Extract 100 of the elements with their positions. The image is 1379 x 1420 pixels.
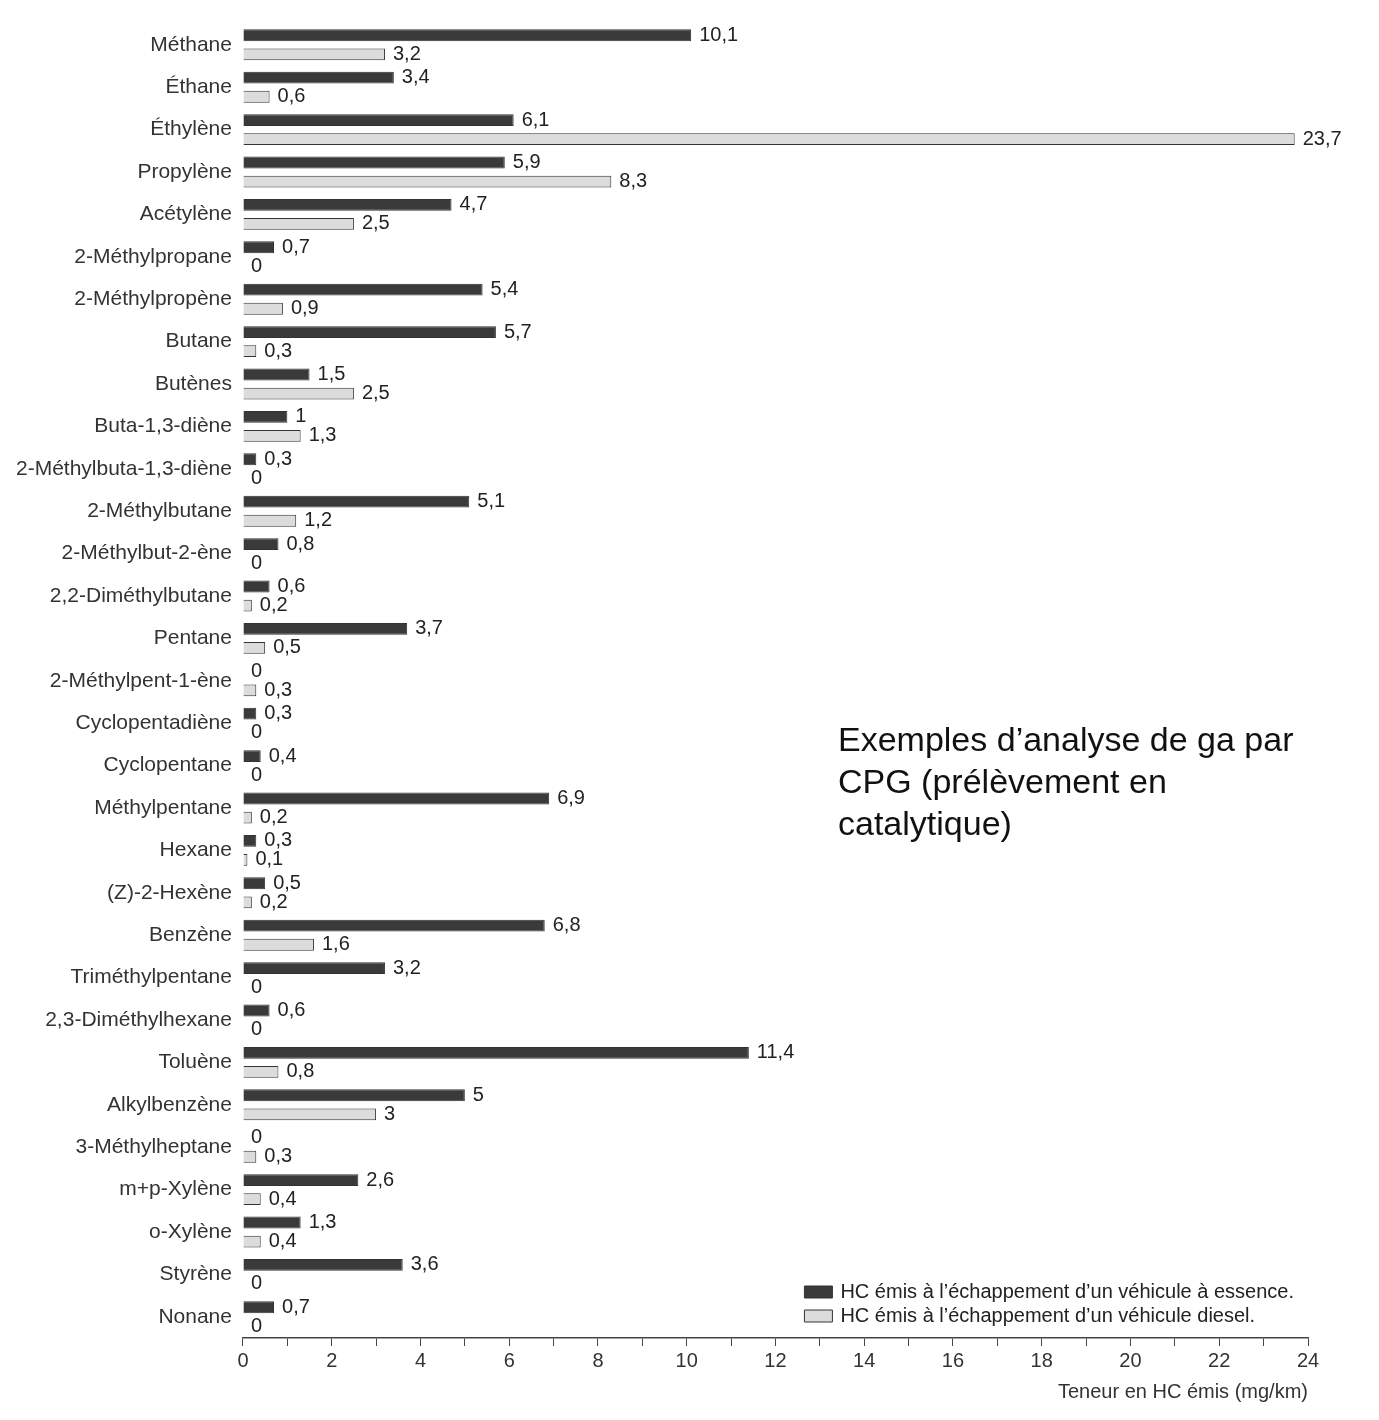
data-label: 0,3 bbox=[264, 1144, 293, 1167]
y-tick-label: Éthane bbox=[165, 74, 232, 97]
data-label: 2,5 bbox=[361, 211, 390, 234]
annotation: Exemples d’analyse de ga par CPG (prélèvement en catalytique) bbox=[838, 719, 1295, 844]
data-label: 6,1 bbox=[521, 107, 550, 130]
data-label: 0,2 bbox=[259, 593, 288, 616]
x-tick-label: 6 bbox=[503, 1348, 515, 1371]
x-tick-label: 8 bbox=[592, 1348, 604, 1371]
data-label: 0 bbox=[250, 1313, 263, 1336]
data-label: 0,3 bbox=[264, 828, 293, 851]
x-tick-label: 24 bbox=[1296, 1348, 1320, 1371]
data-label: 0,6 bbox=[277, 84, 306, 107]
data-label: 1,2 bbox=[304, 508, 333, 531]
data-label: 0,4 bbox=[268, 1186, 297, 1209]
data-label: 4,7 bbox=[459, 192, 488, 215]
legend-label: HC émis à l’échappement d’un véhicule diesel. bbox=[840, 1303, 1256, 1326]
data-label: 3,7 bbox=[415, 616, 443, 639]
data-label: 0,4 bbox=[268, 1229, 297, 1252]
y-tick-label: 2-Méthylpent-1-ène bbox=[49, 667, 232, 691]
data-label: 0 bbox=[250, 720, 263, 743]
y-tick-label: Triméthylpentane bbox=[70, 964, 232, 988]
data-label: 23,7 bbox=[1302, 126, 1342, 149]
y-tick-label: Méthylpentane bbox=[94, 794, 232, 818]
data-label: 10,1 bbox=[699, 22, 739, 45]
y-tick-label: Nonane bbox=[158, 1303, 232, 1327]
y-tick-label: 2-Méthylpropane bbox=[74, 243, 232, 267]
y-tick-label: 3-Méthylheptane bbox=[75, 1134, 232, 1157]
data-label: 0,5 bbox=[273, 635, 301, 658]
y-tick-label: Pentane bbox=[153, 625, 232, 649]
data-label: 0,6 bbox=[277, 997, 306, 1020]
data-label: 0,3 bbox=[264, 701, 293, 724]
x-axis-title: Teneur en HC émis (mg/km) bbox=[1057, 1379, 1308, 1402]
data-label: 2,6 bbox=[366, 1167, 395, 1190]
data-label: 5,7 bbox=[503, 319, 532, 342]
data-label: 0,7 bbox=[282, 234, 310, 257]
data-label: 5 bbox=[472, 1082, 484, 1105]
data-label: 0 bbox=[250, 1271, 263, 1294]
y-tick-label: o-Xylène bbox=[149, 1218, 232, 1242]
y-tick-label: Alkylbenzène bbox=[107, 1091, 232, 1115]
data-label: 0,3 bbox=[264, 338, 293, 361]
data-label: 5,9 bbox=[512, 149, 541, 172]
data-label: 0,3 bbox=[264, 677, 293, 700]
y-tick-label: Hexane bbox=[159, 837, 232, 861]
data-label: 3,6 bbox=[410, 1252, 439, 1275]
data-label: 0 bbox=[250, 762, 263, 785]
data-label: 0 bbox=[250, 658, 263, 681]
data-label: 0 bbox=[250, 1017, 263, 1040]
data-label: 0,5 bbox=[273, 870, 301, 893]
data-label: 11,4 bbox=[756, 1040, 795, 1063]
y-tick-label: Méthane bbox=[150, 31, 232, 55]
data-label: 0,2 bbox=[259, 805, 288, 828]
x-tick-label: 10 bbox=[675, 1348, 698, 1371]
data-label: 3,2 bbox=[392, 41, 421, 64]
data-label: 0 bbox=[250, 974, 263, 997]
data-label: 0 bbox=[250, 465, 263, 488]
y-tick-label: Butènes bbox=[154, 370, 232, 394]
y-tick-label: 2-Méthylbuta-1,3-diène bbox=[15, 455, 232, 479]
data-label: 0,3 bbox=[264, 446, 293, 469]
data-label: 6,9 bbox=[557, 785, 585, 808]
data-label: 0,4 bbox=[268, 743, 297, 766]
data-label: 0,8 bbox=[286, 531, 315, 554]
y-tick-label: Éthylène bbox=[150, 116, 232, 140]
y-tick-label: 2,2-Diméthylbutane bbox=[49, 582, 232, 606]
y-tick-label: 2-Méthylpropène bbox=[74, 286, 232, 309]
data-label: 3 bbox=[384, 1101, 396, 1124]
data-label: 0,6 bbox=[277, 573, 306, 596]
data-label: 1,5 bbox=[317, 361, 346, 384]
y-tick-label: Cyclopentadiène bbox=[75, 710, 232, 733]
y-tick-label: m+p-Xylène bbox=[119, 1176, 232, 1200]
y-tick-label: Benzène bbox=[149, 922, 232, 945]
data-label: 0,8 bbox=[286, 1059, 315, 1082]
x-tick-label: 0 bbox=[237, 1348, 249, 1371]
y-tick-label: (Z)-2-Hexène bbox=[107, 879, 232, 903]
data-label: 1,3 bbox=[308, 1209, 337, 1232]
x-tick-label: 12 bbox=[764, 1348, 787, 1371]
x-tick-label: 4 bbox=[414, 1348, 427, 1371]
y-tick-label: 2,3-Diméthylhexane bbox=[45, 1006, 232, 1030]
data-label: 0 bbox=[250, 550, 263, 573]
y-tick-label: 2-Méthylbut-2-ène bbox=[61, 540, 232, 564]
x-tick-label: 14 bbox=[853, 1348, 876, 1371]
x-tick-label: 18 bbox=[1030, 1348, 1053, 1371]
x-tick-label: 16 bbox=[941, 1348, 965, 1371]
y-tick-label: Toluène bbox=[158, 1049, 232, 1073]
x-tick-label: 2 bbox=[326, 1348, 338, 1371]
y-tick-label: 2-Méthylbutane bbox=[87, 498, 232, 521]
data-label: 5,1 bbox=[477, 489, 506, 512]
data-label: 2,5 bbox=[361, 381, 390, 404]
y-tick-label: Acétylène bbox=[139, 201, 232, 225]
data-label: 1,6 bbox=[321, 932, 350, 955]
data-label: 5,4 bbox=[490, 277, 519, 300]
data-label: 0 bbox=[250, 1125, 263, 1148]
y-tick-label: Propylène bbox=[137, 158, 232, 182]
data-label: 8,3 bbox=[619, 169, 648, 192]
data-label: 0,7 bbox=[282, 1294, 310, 1317]
data-label: 6,8 bbox=[552, 913, 581, 936]
y-tick-label: Cyclopentane bbox=[103, 752, 232, 776]
x-tick-label: 20 bbox=[1119, 1348, 1142, 1371]
data-label: 0,9 bbox=[290, 296, 319, 319]
legend-label: HC émis à l’échappement d’un véhicule à essence. bbox=[840, 1279, 1295, 1302]
x-tick-label: 22 bbox=[1208, 1348, 1231, 1371]
